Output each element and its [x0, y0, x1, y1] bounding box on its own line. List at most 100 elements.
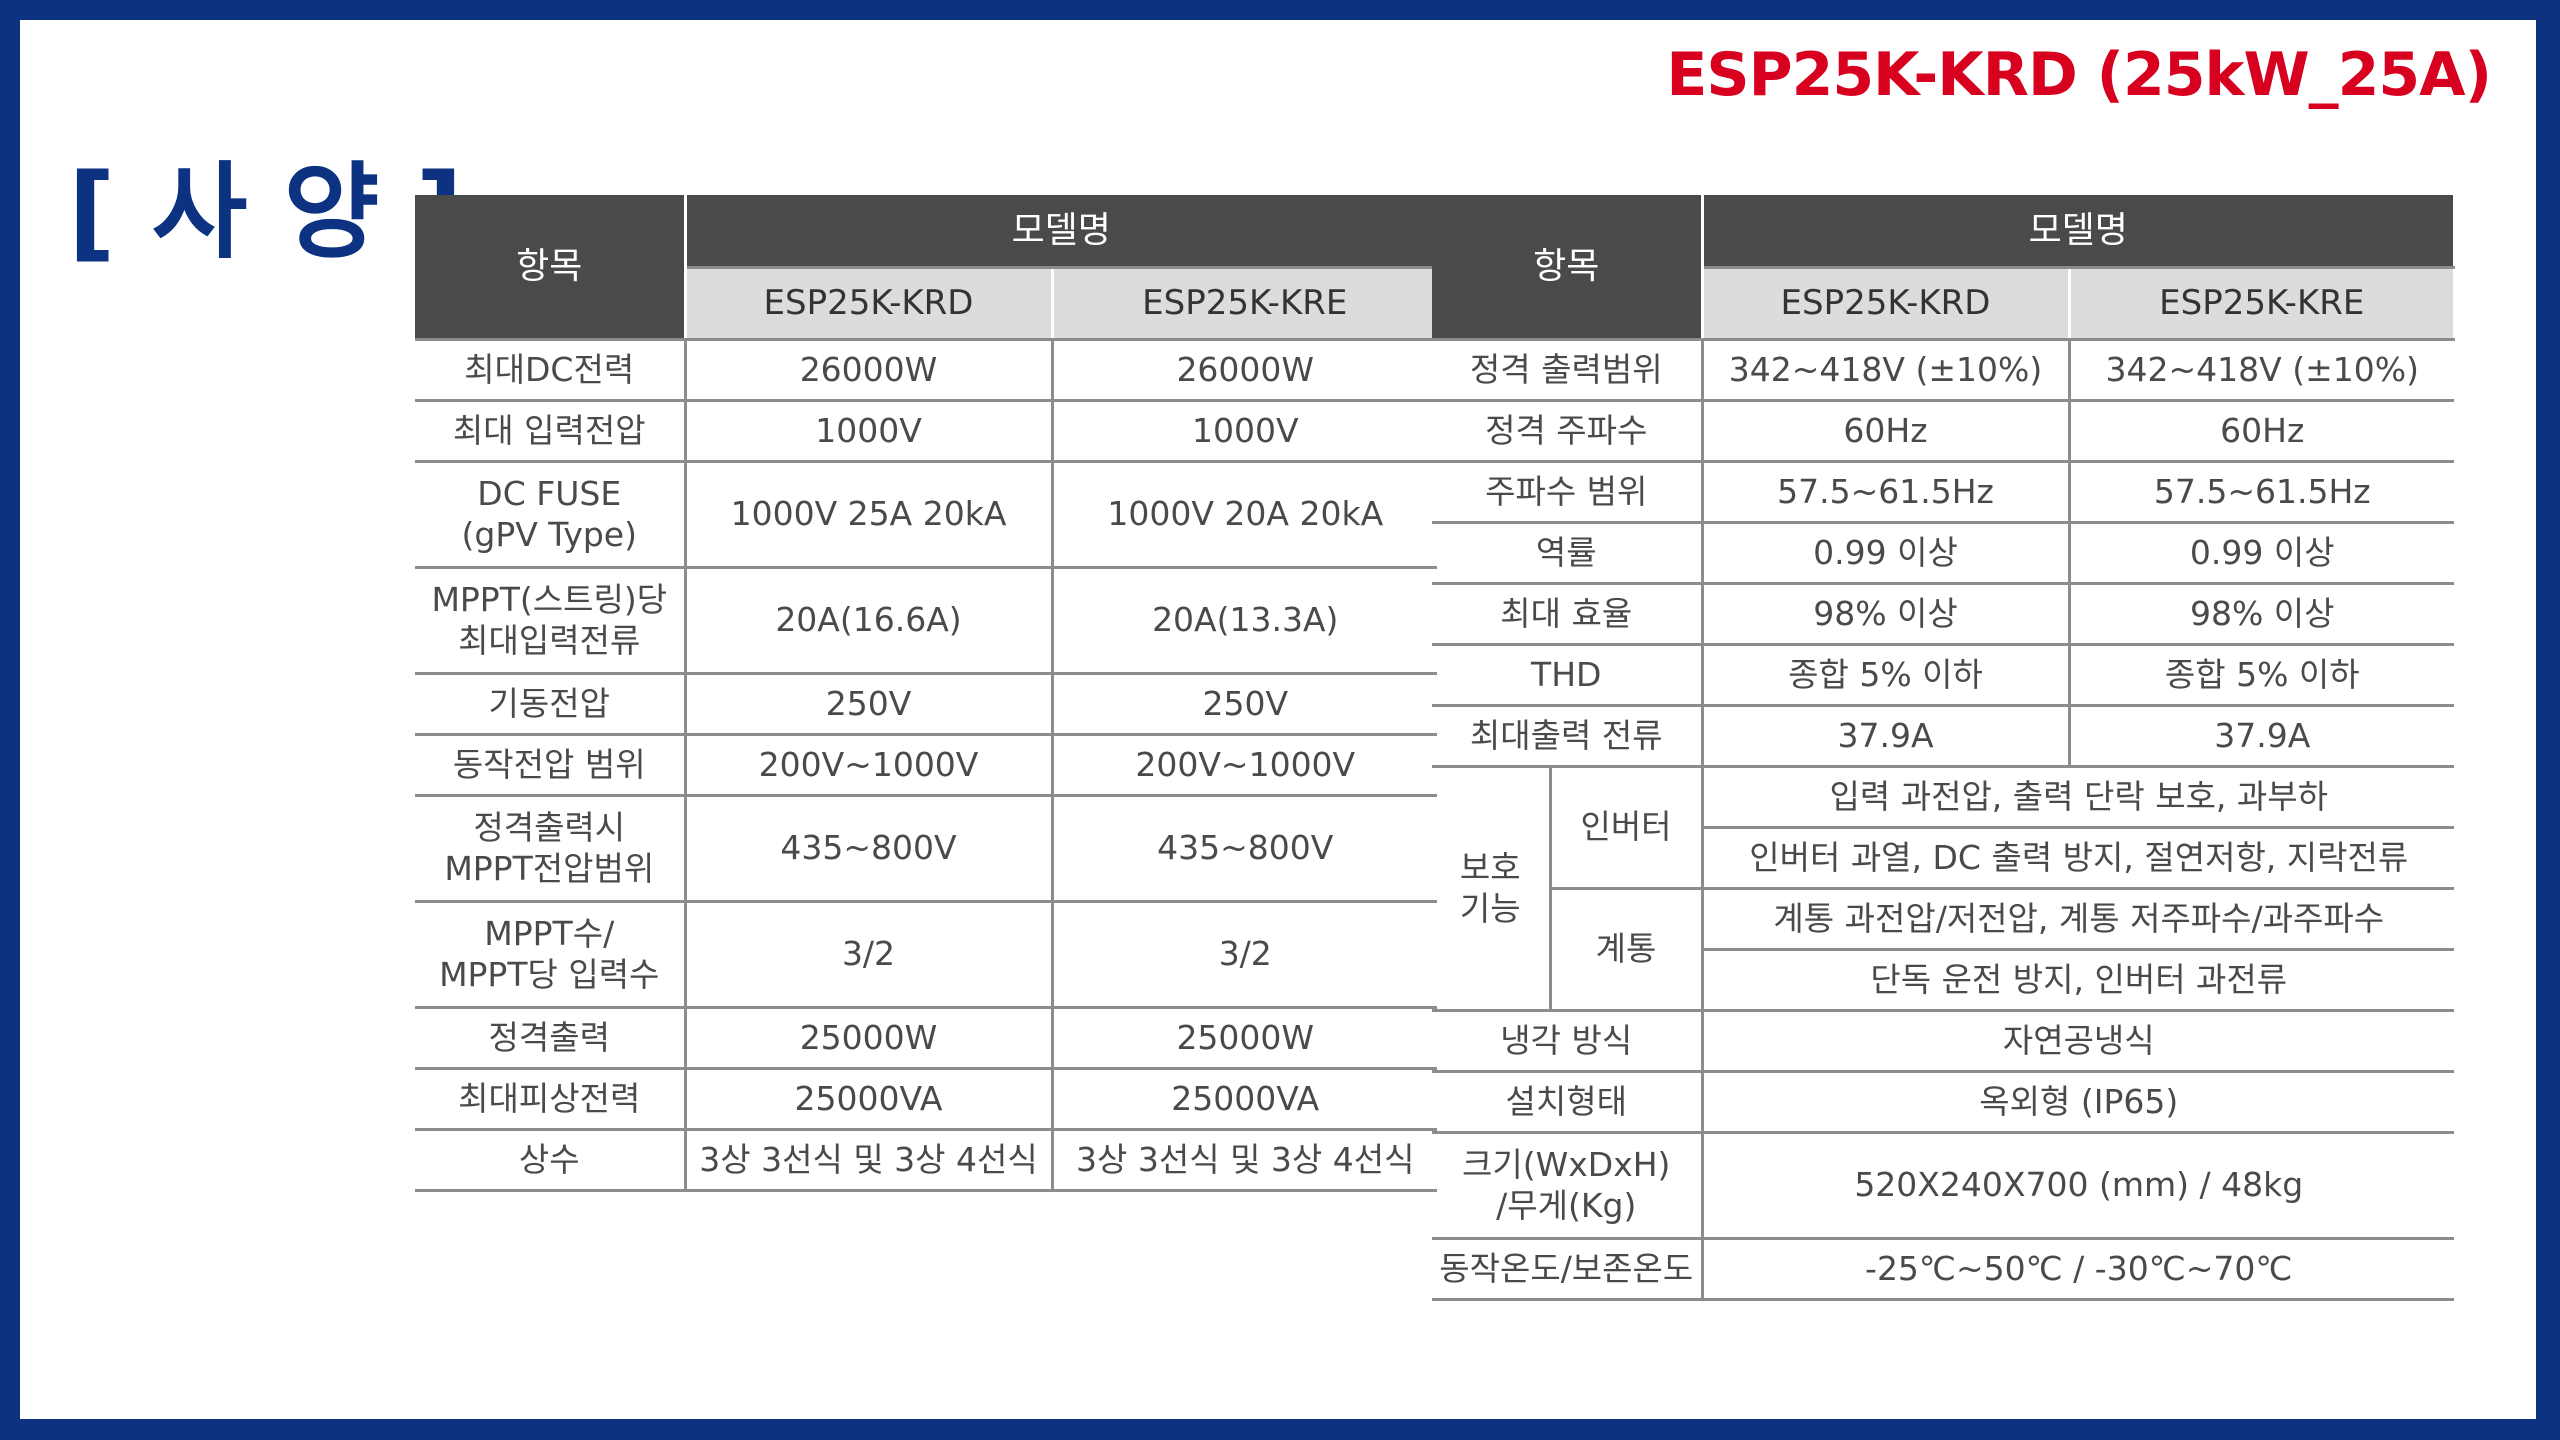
row-label: 설치형태	[1432, 1071, 1704, 1134]
cell-kre: 26000W	[1052, 339, 1437, 402]
spec-table-right: 항목 모델명 ESP25K-KRD ESP25K-KRE 정격 출력범위 342…	[1432, 195, 2455, 1301]
cell-kre: 3상 3선식 및 3상 4선식	[1052, 1129, 1437, 1192]
table-row: MPPT(스트링)당 최대입력전류 20A(16.6A) 20A(13.3A)	[415, 567, 1437, 675]
cell-krd: 200V~1000V	[685, 734, 1054, 797]
cell-krd: 0.99 이상	[1702, 522, 2071, 585]
row-label: THD	[1432, 644, 1704, 707]
protection-grid-line: 계통 과전압/저전압, 계통 저주파수/과주파수	[1702, 888, 2454, 951]
cell-krd: 26000W	[685, 339, 1054, 402]
table-row: 정격 출력범위 342~418V (±10%) 342~418V (±10%)	[1432, 339, 2454, 402]
cell-krd: 98% 이상	[1702, 583, 2071, 646]
protection-inverter-line: 입력 과전압, 출력 단락 보호, 과부하	[1702, 766, 2454, 829]
protection-grid-line: 단독 운전 방지, 인버터 과전류	[1702, 949, 2454, 1012]
cell-kre: 1000V 20A 20kA	[1052, 461, 1437, 569]
row-label: 동작온도/보존온도	[1432, 1238, 1704, 1301]
table-row: 정격출력 25000W 25000W	[415, 1007, 1437, 1070]
row-label: MPPT수/ MPPT당 입력수	[415, 901, 687, 1009]
cell-merged: 옥외형 (IP65)	[1702, 1071, 2454, 1134]
cell-krd: 435~800V	[685, 795, 1054, 903]
row-label: 최대DC전력	[415, 339, 687, 402]
protection-grid-label: 계통	[1550, 888, 1704, 1012]
protection-label-line: 보호	[1459, 847, 1521, 887]
cell-krd: 25000VA	[685, 1068, 1054, 1131]
header-item: 항목	[1432, 195, 1704, 341]
row-label: MPPT(스트링)당 최대입력전류	[415, 567, 687, 675]
header-model-krd: ESP25K-KRD	[1702, 267, 2070, 341]
header-model-krd: ESP25K-KRD	[685, 267, 1053, 341]
cell-krd: 37.9A	[1702, 705, 2071, 768]
row-label: 상수	[415, 1129, 687, 1192]
cell-krd: 60Hz	[1702, 400, 2071, 463]
cell-kre: 200V~1000V	[1052, 734, 1437, 797]
protection-label: 보호 기능	[1432, 766, 1552, 1012]
row-label-line: MPPT전압범위	[444, 849, 655, 888]
row-label: 기동전압	[415, 673, 687, 736]
row-label-line: MPPT당 입력수	[439, 955, 660, 994]
cell-krd: 25000W	[685, 1007, 1054, 1070]
cell-krd: 342~418V (±10%)	[1702, 339, 2071, 402]
protection-label-line: 기능	[1459, 889, 1521, 928]
table-row: 최대출력 전류 37.9A 37.9A	[1432, 705, 2454, 768]
cell-krd: 종합 5% 이하	[1702, 644, 2071, 707]
cell-kre: 342~418V (±10%)	[2069, 339, 2454, 402]
header-model-kre: ESP25K-KRE	[1050, 267, 1438, 341]
table-row: 최대DC전력 26000W 26000W	[415, 339, 1437, 402]
cell-krd: 3/2	[685, 901, 1054, 1009]
cell-kre: 3/2	[1052, 901, 1437, 1009]
spec-table-left: 항목 모델명 ESP25K-KRD ESP25K-KRE 최대DC전력 2600…	[415, 195, 1438, 1192]
table-row: 정격출력시 MPPT전압범위 435~800V 435~800V	[415, 795, 1437, 903]
header-model: 모델명	[685, 195, 1438, 269]
table-row: 최대피상전력 25000VA 25000VA	[415, 1068, 1437, 1131]
cell-kre: 25000VA	[1052, 1068, 1437, 1131]
cell-kre: 25000W	[1052, 1007, 1437, 1070]
cell-kre: 60Hz	[2069, 400, 2454, 463]
cell-kre: 종합 5% 이하	[2069, 644, 2454, 707]
table-row: 최대 효율 98% 이상 98% 이상	[1432, 583, 2454, 646]
cell-kre: 250V	[1052, 673, 1437, 736]
table-row: 기동전압 250V 250V	[415, 673, 1437, 736]
table-row: 계통 계통 과전압/저전압, 계통 저주파수/과주파수	[1432, 888, 2454, 1012]
cell-kre: 37.9A	[2069, 705, 2454, 768]
table-row: 최대 입력전압 1000V 1000V	[415, 400, 1437, 463]
cell-merged: -25℃~50℃ / -30℃~70℃	[1702, 1238, 2454, 1301]
protection-inverter-line: 인버터 과열, DC 출력 방지, 절연저항, 지락전류	[1702, 827, 2454, 890]
cell-kre: 20A(13.3A)	[1052, 567, 1437, 675]
row-label: 최대 입력전압	[415, 400, 687, 463]
table-row: 설치형태 옥외형 (IP65)	[1432, 1071, 2454, 1134]
header-model: 모델명	[1702, 195, 2455, 269]
row-label-line: 최대입력전류	[458, 621, 641, 660]
row-label-line: 크기(WxDxH)	[1462, 1144, 1671, 1184]
table-row: 주파수 범위 57.5~61.5Hz 57.5~61.5Hz	[1432, 461, 2454, 524]
table-row: 상수 3상 3선식 및 3상 4선식 3상 3선식 및 3상 4선식	[415, 1129, 1437, 1192]
cell-merged: 520X240X700 (mm) / 48kg	[1702, 1132, 2454, 1240]
row-label: 정격 출력범위	[1432, 339, 1704, 402]
table-row: 동작전압 범위 200V~1000V 200V~1000V	[415, 734, 1437, 797]
table-row: 정격 주파수 60Hz 60Hz	[1432, 400, 2454, 463]
table-row: 냉각 방식 자연공냉식	[1432, 1010, 2454, 1073]
row-label: 최대출력 전류	[1432, 705, 1704, 768]
row-label-line: 정격출력시	[473, 807, 626, 847]
cell-kre: 57.5~61.5Hz	[2069, 461, 2454, 524]
row-label: 정격 주파수	[1432, 400, 1704, 463]
cell-krd: 57.5~61.5Hz	[1702, 461, 2071, 524]
row-label: 최대 효율	[1432, 583, 1704, 646]
row-label: DC FUSE (gPV Type)	[415, 461, 687, 569]
row-label-line: (gPV Type)	[461, 515, 637, 554]
row-label: 최대피상전력	[415, 1068, 687, 1131]
cell-krd: 1000V	[685, 400, 1054, 463]
table-row: 동작온도/보존온도 -25℃~50℃ / -30℃~70℃	[1432, 1238, 2454, 1301]
table-row: 인버터 과열, DC 출력 방지, 절연저항, 지락전류	[1432, 827, 2454, 890]
table-row: 보호 기능 인버터 입력 과전압, 출력 단락 보호, 과부하	[1432, 766, 2454, 1012]
cell-krd: 1000V 25A 20kA	[685, 461, 1054, 569]
table-row: 역률 0.99 이상 0.99 이상	[1432, 522, 2454, 585]
table-row: THD 종합 5% 이하 종합 5% 이하	[1432, 644, 2454, 707]
section-title: [ 사 양 ]	[68, 151, 464, 273]
cell-kre: 0.99 이상	[2069, 522, 2454, 585]
row-label: 정격출력	[415, 1007, 687, 1070]
row-label: 정격출력시 MPPT전압범위	[415, 795, 687, 903]
table-row: DC FUSE (gPV Type) 1000V 25A 20kA 1000V …	[415, 461, 1437, 569]
cell-kre: 98% 이상	[2069, 583, 2454, 646]
row-label: 크기(WxDxH) /무게(Kg)	[1432, 1132, 1704, 1240]
header-item: 항목	[415, 195, 687, 341]
table-row: MPPT수/ MPPT당 입력수 3/2 3/2	[415, 901, 1437, 1009]
